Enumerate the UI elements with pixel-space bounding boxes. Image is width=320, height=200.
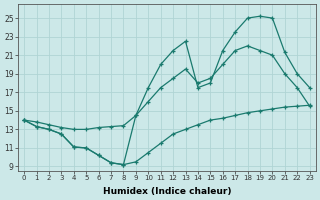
- X-axis label: Humidex (Indice chaleur): Humidex (Indice chaleur): [103, 187, 231, 196]
